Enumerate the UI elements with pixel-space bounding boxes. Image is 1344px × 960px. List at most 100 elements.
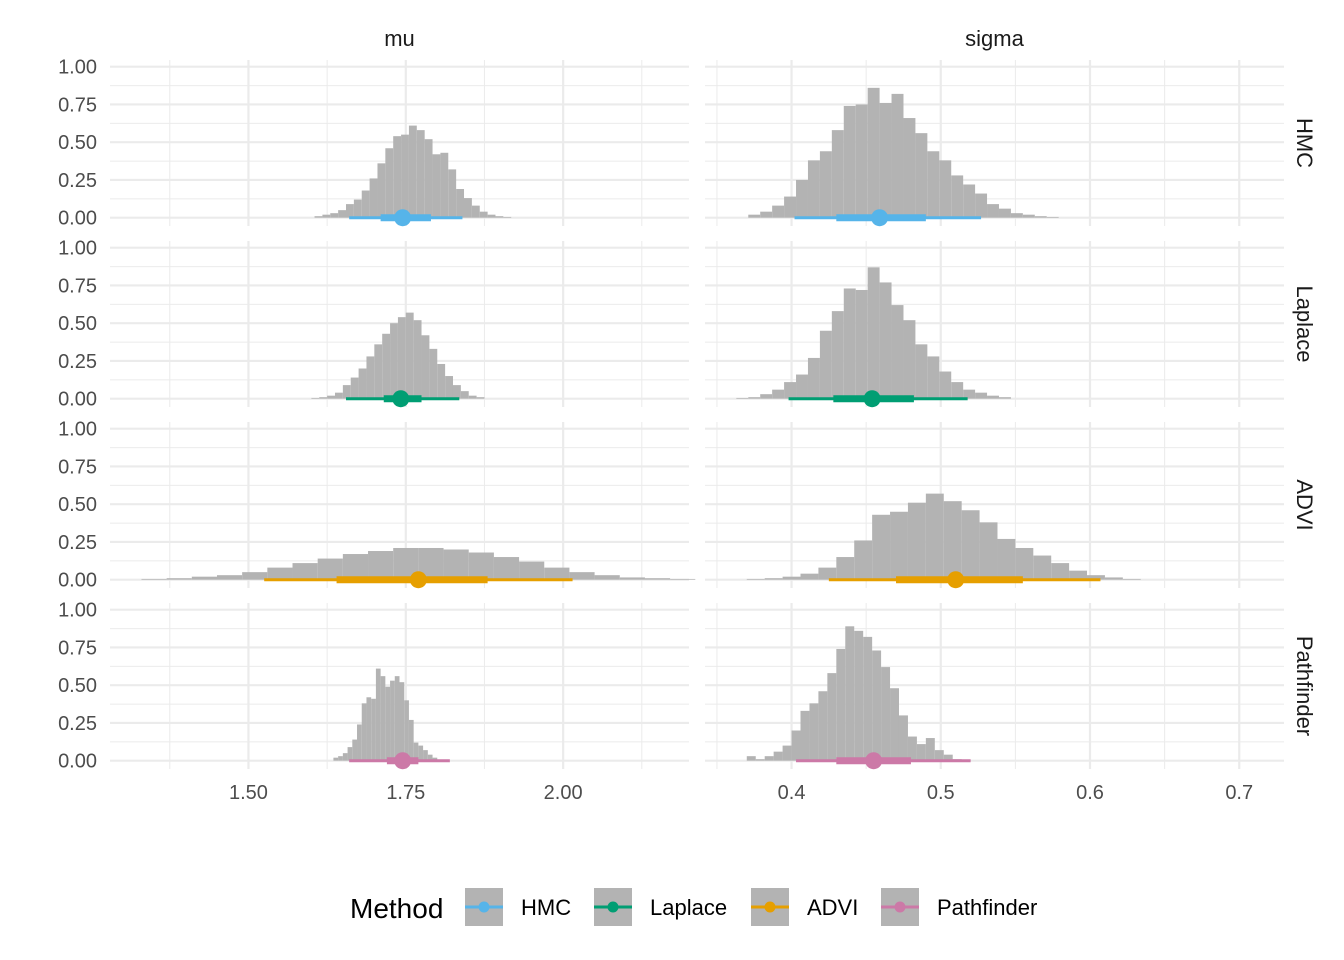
histogram-bar [353, 199, 362, 218]
x-tick-label: 0.7 [1225, 782, 1253, 804]
histogram-bar [338, 210, 347, 218]
point-estimate [863, 390, 881, 408]
histogram-bar [796, 374, 808, 399]
histogram-bar [764, 578, 783, 580]
histogram-bar [443, 549, 469, 580]
histogram-bar [963, 389, 976, 399]
histogram-bar [915, 133, 928, 218]
histogram-bar [807, 357, 820, 399]
histogram-bar [374, 344, 383, 399]
histogram-bar [915, 344, 928, 399]
histogram-bar [464, 198, 472, 218]
histogram-bar [479, 211, 488, 218]
point-estimate [409, 571, 427, 589]
legend-label: Laplace [650, 895, 727, 920]
y-tick-label: 0.00 [58, 751, 97, 773]
row-strip-label: ADVI [1292, 479, 1317, 530]
histogram-bar [216, 575, 243, 580]
histogram-bar [836, 648, 846, 761]
histogram-bar [755, 759, 765, 761]
histogram-bar [831, 130, 844, 218]
histogram-bar [503, 216, 512, 218]
x-tick-label: 0.4 [778, 782, 806, 804]
histogram-bar [413, 742, 419, 761]
histogram-bar [961, 510, 980, 580]
histogram-bar [907, 736, 917, 761]
histogram-bar [764, 756, 774, 761]
histogram-bar [746, 756, 756, 761]
histogram-bar [772, 389, 785, 399]
legend-key-point [478, 901, 490, 913]
histogram-bar [782, 745, 792, 761]
histogram-bar [979, 522, 998, 580]
histogram-bar [427, 754, 433, 761]
histogram-bar [998, 208, 1011, 218]
histogram-bar [819, 330, 832, 399]
histogram-bar [456, 189, 465, 218]
histogram-bar [369, 178, 378, 218]
histogram-bar [927, 151, 940, 218]
histogram-bar [319, 397, 328, 399]
histogram-bar [408, 719, 414, 761]
y-tick-label: 0.50 [58, 132, 97, 154]
histogram-bar [1022, 214, 1035, 218]
histogram-bar [405, 312, 414, 399]
histogram-bar [327, 395, 335, 399]
histogram-bar [987, 395, 999, 399]
histogram-bar [366, 356, 375, 399]
point-estimate [865, 752, 883, 770]
histogram-bar [807, 160, 820, 218]
histogram-bar [1033, 555, 1052, 580]
histogram-bar [347, 747, 353, 761]
histogram-bar [385, 148, 394, 218]
panel-hmc-sigma [705, 60, 1284, 227]
column-strip-label: sigma [965, 26, 1024, 51]
histogram-bar [809, 703, 819, 761]
histogram-bar [361, 190, 370, 218]
histogram-bar [772, 205, 785, 218]
histogram-bar [796, 179, 808, 218]
histogram-bar [748, 397, 761, 399]
histogram-bar [925, 738, 935, 761]
histogram-bar [342, 554, 369, 580]
histogram-bar [519, 561, 545, 580]
histogram-bar [358, 368, 367, 399]
histogram-bar [836, 557, 855, 580]
histogram-bar [867, 87, 880, 218]
point-estimate [394, 209, 412, 227]
histogram-bar [569, 572, 595, 580]
histogram-bar [1010, 213, 1023, 218]
histogram-bar [460, 391, 469, 399]
legend: Method HMC Laplace ADVI Pathfinder [350, 888, 1037, 926]
y-tick-label: 0.25 [58, 713, 97, 735]
histogram-bar [784, 382, 797, 399]
point-estimate [392, 390, 410, 408]
x-tick-label: 1.50 [229, 782, 268, 804]
histogram-bar [476, 397, 485, 399]
histogram-bar [863, 636, 873, 761]
y-tick-label: 1.00 [58, 600, 97, 622]
histogram-bar [432, 757, 438, 761]
y-tick-label: 1.00 [58, 57, 97, 79]
histogram-bar [385, 686, 391, 761]
histogram-bar [242, 572, 268, 580]
x-tick-label: 0.5 [927, 782, 955, 804]
histogram-bar [997, 538, 1016, 580]
x-tick-label: 0.6 [1076, 782, 1104, 804]
histogram-bar [890, 688, 899, 761]
histogram-bar [760, 394, 773, 399]
histogram-bar [399, 682, 405, 761]
legend-entry-laplace: Laplace [594, 888, 727, 926]
histogram-bar [843, 105, 856, 218]
histogram-bar [380, 676, 386, 761]
histogram-bar [394, 676, 400, 761]
histogram-bar [867, 267, 880, 399]
histogram-bar [800, 710, 810, 761]
histogram-bar [311, 397, 320, 399]
panel-laplace-sigma [705, 241, 1284, 408]
y-tick-label: 1.00 [58, 419, 97, 441]
facet-panels: 0.00 0.25 0.50 0.75 1.00 HMC 0.00 0.25 0.50 0.75 1… [58, 26, 1317, 804]
histogram-bar [773, 751, 783, 761]
